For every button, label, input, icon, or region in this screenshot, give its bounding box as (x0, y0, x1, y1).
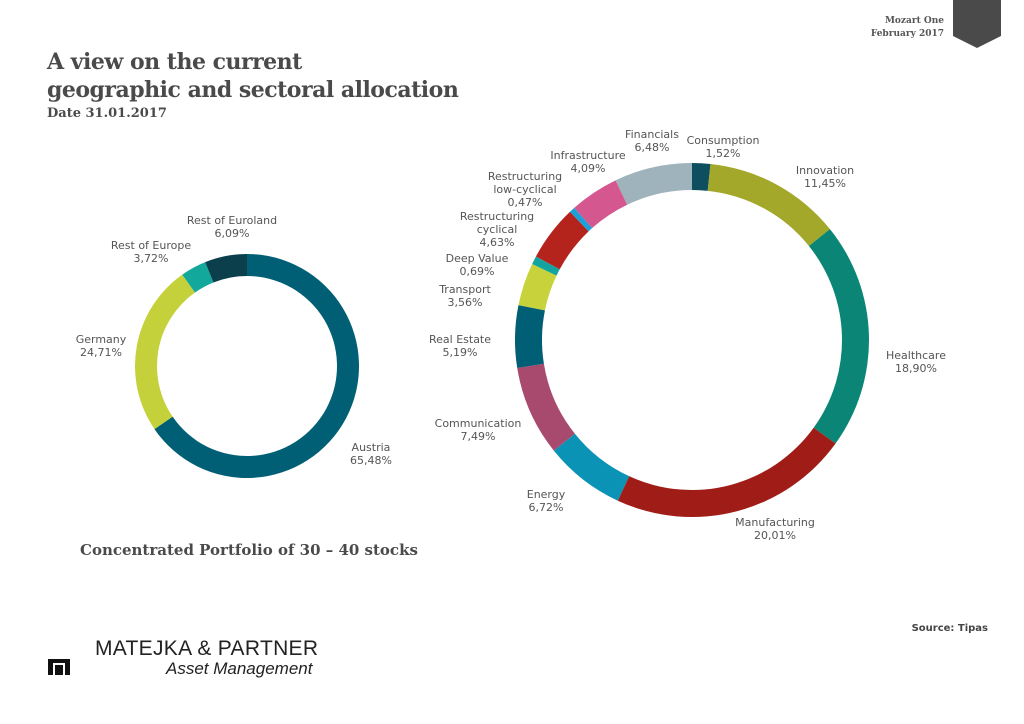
slice-infrastructure (574, 180, 628, 229)
slice-value: 4,09% (570, 162, 606, 175)
slice-manufacturing (617, 427, 836, 517)
slice-value: 18,90% (895, 362, 937, 375)
slice-label: Restructuring cyclical (459, 210, 535, 236)
data-label: Transport 3,56% (439, 283, 491, 309)
slice-label: Manufacturing (735, 516, 815, 529)
logo-icon (48, 659, 70, 675)
slice-label: Rest of Europe (110, 239, 192, 252)
page-title: A view on the current geographic and sec… (47, 48, 459, 104)
data-label: Austria 65,48% (350, 441, 392, 467)
slice-transport (518, 264, 557, 311)
slice-innovation (707, 163, 830, 247)
data-label: Manufacturing 20,01% (735, 516, 815, 542)
slice-financials (615, 163, 692, 205)
portfolio-subtitle: Concentrated Portfolio of 30 – 40 stocks (80, 541, 418, 559)
slice-label: Infrastructure (550, 149, 626, 162)
slice-value: 6,72% (528, 501, 564, 514)
slice-communication (517, 363, 575, 451)
slice-value: 20,01% (754, 529, 796, 542)
data-label: Rest of Europe 3,72% (111, 239, 191, 265)
data-label: Financials 6,48% (625, 128, 679, 154)
slice-value: 6,48% (634, 141, 670, 154)
slice-label: Austria (351, 441, 391, 454)
source-note: Source: Tipas (911, 623, 988, 634)
slice-value: 0,69% (459, 265, 495, 278)
data-label: Innovation 11,45% (796, 164, 854, 190)
title-line-1: A view on the current (47, 49, 302, 75)
slice-energy (553, 433, 630, 501)
slice-label: Communication (434, 417, 522, 430)
slice-label: Financials (625, 128, 679, 141)
slice-label: Healthcare (886, 349, 946, 362)
data-label: Real Estate 5,19% (429, 333, 491, 359)
slice-label: Innovation (795, 164, 855, 177)
logo-tagline: Asset Management (166, 659, 313, 678)
event-name: Mozart One (884, 16, 944, 26)
data-label: Infrastructure 4,09% (550, 149, 625, 175)
slice-label: Rest of Euroland (186, 214, 278, 227)
data-label: Consumption 1,52% (687, 134, 760, 160)
slice-consumption (692, 163, 711, 191)
slice-value: 1,52% (705, 147, 741, 160)
data-label: Germany 24,71% (76, 333, 127, 359)
date-label: Date 31.01.2017 (47, 106, 167, 121)
page-number: 21/25 (1010, 14, 1024, 24)
slice-value: 11,45% (804, 177, 846, 190)
page-badge: 21/25 (953, 0, 1024, 48)
slice-deep-value (532, 256, 560, 276)
data-label: Healthcare 18,90% (886, 349, 946, 375)
slice-value: 6,09% (214, 227, 250, 240)
slice-value: 5,19% (442, 346, 478, 359)
logo-name: MATEJKA & PARTNER (95, 637, 319, 660)
data-label: Energy 6,72% (527, 488, 566, 514)
slice-value: 7,49% (460, 430, 496, 443)
slide-header: Mozart One February 2017 (871, 15, 944, 41)
slice-label: Restructuring low-cyclical (487, 170, 563, 196)
slice-label: Deep Value (445, 252, 509, 265)
slice-label: Real Estate (428, 333, 492, 346)
slice-label: Consumption (686, 134, 760, 147)
title-line-2: geographic and sectoral allocation (47, 77, 459, 103)
slice-value: 4,63% (479, 236, 515, 249)
slice-value: 24,71% (80, 346, 122, 359)
slice-value: 65,48% (350, 454, 392, 467)
slice-rest-of-euroland (205, 254, 247, 283)
data-label: Restructuring low-cyclical 0,47% (475, 170, 575, 209)
data-label: Communication 7,49% (435, 417, 522, 443)
data-label: Deep Value 0,69% (446, 252, 509, 278)
data-label: Rest of Euroland 6,09% (182, 214, 282, 240)
slice-value: 3,72% (133, 252, 169, 265)
event-date: February 2017 (870, 29, 944, 39)
slice-label: Germany (75, 333, 127, 346)
data-label: Restructuring cyclical 4,63% (447, 210, 547, 249)
slice-label: Energy (526, 488, 566, 501)
slice-value: 3,56% (447, 296, 483, 309)
slice-healthcare (808, 229, 870, 444)
slice-label: Transport (439, 283, 491, 296)
slice-rest-of-europe (182, 262, 214, 293)
slice-real-estate (515, 305, 545, 369)
slice-restructuring-low-cyclical (569, 207, 593, 232)
slice-value: 0,47% (507, 196, 543, 209)
slice-germany (134, 274, 195, 430)
slice-restructuring-cyclical (535, 211, 589, 270)
